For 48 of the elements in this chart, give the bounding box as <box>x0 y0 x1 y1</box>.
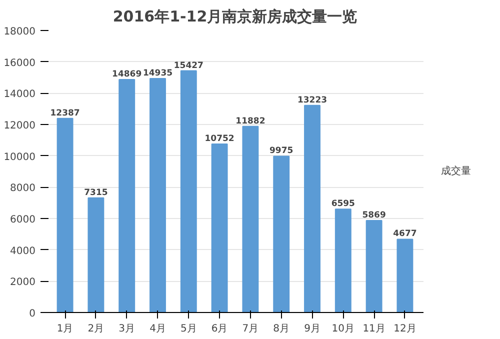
x-tick-label: 10月 <box>332 324 355 334</box>
bar <box>150 78 166 312</box>
y-tick-label: 14000 <box>4 89 36 100</box>
bar <box>304 104 320 312</box>
y-tick-label: 8000 <box>10 183 36 194</box>
data-label: 5869 <box>362 210 386 221</box>
y-tick-label: 16000 <box>4 58 36 69</box>
data-label: 7315 <box>84 188 108 198</box>
bar <box>180 70 197 312</box>
y-tick-label: 6000 <box>10 214 36 226</box>
x-tick-label: 1月 <box>56 324 74 334</box>
x-tick-label: 9月 <box>304 324 320 334</box>
data-label: 14935 <box>142 68 173 79</box>
data-label: 14869 <box>112 70 142 80</box>
x-tick-label: 11月 <box>362 324 386 334</box>
y-tick-label: 2000 <box>10 277 36 288</box>
y-tick-label: 10000 <box>4 152 36 163</box>
x-tick-label: 3月 <box>118 324 136 334</box>
data-label: 11882 <box>236 116 266 126</box>
y-tick-label: 0 <box>29 308 36 320</box>
data-label: 6595 <box>331 199 356 210</box>
bar <box>211 144 228 312</box>
data-label: 9975 <box>270 146 294 156</box>
x-tick-label: 12月 <box>394 324 416 334</box>
bar <box>334 208 352 312</box>
y-tick-label: 4000 <box>10 246 36 257</box>
data-label: 4677 <box>393 229 417 240</box>
text: 成交量 <box>441 164 471 178</box>
bar <box>56 118 74 312</box>
x-tick-label: 4月 <box>150 324 166 334</box>
x-tick-label: 6月 <box>211 324 228 334</box>
bar <box>396 238 414 312</box>
data-label: 12387 <box>50 108 80 118</box>
chart-title: 2016年1-12月南京新房成交量一览 <box>112 8 358 26</box>
bar <box>366 220 382 312</box>
data-label: 13223 <box>297 95 328 106</box>
x-tick-label: 7月 <box>242 324 259 334</box>
y-tick-label: 12000 <box>4 120 36 132</box>
bar <box>273 156 290 312</box>
y-tick-label: 18000 <box>4 26 36 38</box>
x-tick-label: 2月 <box>88 324 104 334</box>
bar <box>242 126 259 312</box>
x-tick-label: 8月 <box>273 324 290 334</box>
data-label: 10752 <box>204 134 234 144</box>
data-label: 15427 <box>174 60 204 71</box>
bar <box>88 197 104 312</box>
bar <box>118 79 136 312</box>
x-tick-label: 5月 <box>180 324 197 334</box>
